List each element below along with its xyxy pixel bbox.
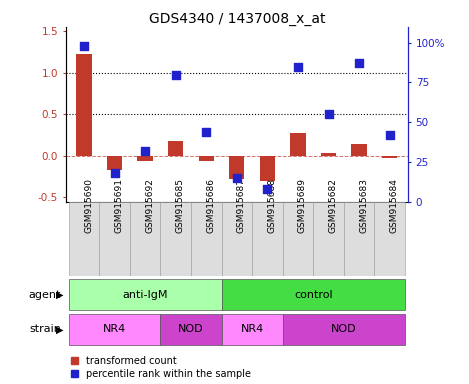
Text: GSM915685: GSM915685 bbox=[176, 178, 185, 233]
Text: GSM915683: GSM915683 bbox=[359, 178, 368, 233]
Text: ▶: ▶ bbox=[56, 290, 63, 300]
Point bbox=[233, 175, 241, 181]
Text: agent: agent bbox=[29, 290, 61, 300]
FancyBboxPatch shape bbox=[69, 279, 221, 310]
Text: GSM915689: GSM915689 bbox=[298, 178, 307, 233]
FancyBboxPatch shape bbox=[99, 202, 130, 276]
Text: GSM915682: GSM915682 bbox=[329, 178, 338, 233]
Text: GSM915691: GSM915691 bbox=[114, 178, 123, 233]
FancyBboxPatch shape bbox=[283, 202, 313, 276]
FancyBboxPatch shape bbox=[344, 202, 374, 276]
FancyBboxPatch shape bbox=[221, 314, 283, 345]
Text: strain: strain bbox=[29, 324, 61, 334]
Point bbox=[356, 60, 363, 66]
Text: GSM915692: GSM915692 bbox=[145, 178, 154, 233]
Text: NOD: NOD bbox=[331, 324, 356, 334]
Point bbox=[294, 63, 302, 70]
Bar bbox=[260, 156, 275, 181]
Bar bbox=[290, 133, 306, 156]
Bar bbox=[351, 144, 367, 156]
Point bbox=[141, 148, 149, 154]
Bar bbox=[107, 156, 122, 170]
Bar bbox=[382, 156, 397, 157]
Text: GSM915686: GSM915686 bbox=[206, 178, 215, 233]
Point bbox=[203, 129, 210, 135]
Bar bbox=[137, 156, 153, 161]
FancyBboxPatch shape bbox=[69, 202, 99, 276]
Bar bbox=[321, 153, 336, 156]
Point bbox=[172, 71, 180, 78]
FancyBboxPatch shape bbox=[130, 202, 160, 276]
Text: GSM915687: GSM915687 bbox=[237, 178, 246, 233]
FancyBboxPatch shape bbox=[160, 314, 221, 345]
FancyBboxPatch shape bbox=[69, 314, 160, 345]
Text: ▶: ▶ bbox=[56, 324, 63, 334]
Bar bbox=[199, 156, 214, 161]
FancyBboxPatch shape bbox=[191, 202, 221, 276]
Point bbox=[325, 111, 333, 118]
FancyBboxPatch shape bbox=[313, 202, 344, 276]
Text: anti-IgM: anti-IgM bbox=[122, 290, 168, 300]
FancyBboxPatch shape bbox=[252, 202, 283, 276]
Bar bbox=[229, 156, 244, 179]
Legend: transformed count, percentile rank within the sample: transformed count, percentile rank withi… bbox=[70, 356, 251, 379]
Text: control: control bbox=[294, 290, 333, 300]
FancyBboxPatch shape bbox=[283, 314, 405, 345]
Title: GDS4340 / 1437008_x_at: GDS4340 / 1437008_x_at bbox=[149, 12, 325, 26]
Point bbox=[264, 186, 271, 192]
Bar bbox=[168, 141, 183, 156]
Point bbox=[80, 43, 88, 49]
FancyBboxPatch shape bbox=[221, 279, 405, 310]
FancyBboxPatch shape bbox=[160, 202, 191, 276]
Text: GSM915684: GSM915684 bbox=[390, 178, 399, 233]
Text: GSM915688: GSM915688 bbox=[267, 178, 276, 233]
Text: NR4: NR4 bbox=[103, 324, 126, 334]
Text: NR4: NR4 bbox=[241, 324, 264, 334]
Bar bbox=[76, 55, 91, 156]
FancyBboxPatch shape bbox=[374, 202, 405, 276]
Text: GSM915690: GSM915690 bbox=[84, 178, 93, 233]
FancyBboxPatch shape bbox=[221, 202, 252, 276]
Text: NOD: NOD bbox=[178, 324, 204, 334]
Point bbox=[386, 132, 393, 138]
Point bbox=[111, 170, 118, 176]
